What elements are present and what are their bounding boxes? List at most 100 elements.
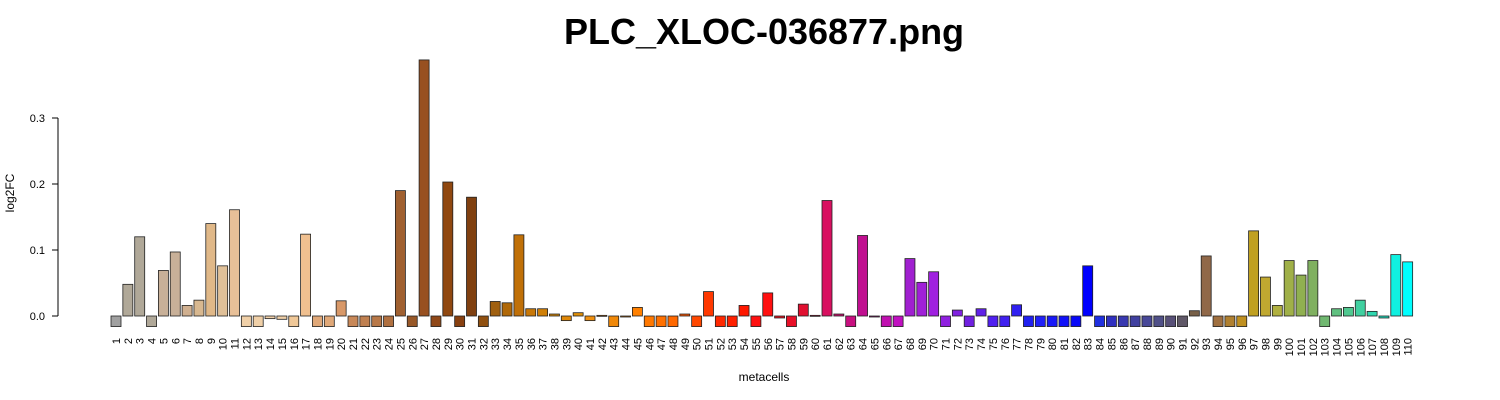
x-tick-label: 11 [230,338,242,349]
x-tick-label: 95 [1225,338,1237,350]
bar-105 [1343,307,1354,317]
x-tick-label: 55 [751,338,763,350]
bar-50 [691,315,703,327]
bar-80 [1046,315,1058,327]
x-tick-label: 110 [1403,338,1415,356]
bar-35 [513,234,525,317]
x-tick-label: 3 [135,338,147,344]
x-tick-label: 60 [810,338,822,350]
x-tick-label: 26 [407,338,419,350]
bar-70 [928,271,940,317]
x-tick-labels: 1 2 3 4 5 6 7 8 9 10 11 12 13 14 15 16 17 18 19 20 21 22 23 24 2… [111,338,1415,356]
x-tick-label: 57 [775,338,787,350]
bar-85 [1106,315,1117,327]
x-tick-label: 2 [123,338,135,344]
x-tick-label: 93 [1201,338,1213,350]
x-tick-label: 12 [241,338,253,350]
x-tick-label: 65 [869,338,881,350]
bar-89 [1153,315,1165,327]
bar-9 [205,223,217,317]
bar-5 [157,270,169,317]
bar-83 [1082,265,1094,317]
x-tick-label: 68 [905,338,917,350]
x-tick-label: 100 [1284,338,1296,356]
bar-36 [525,308,537,317]
bar-53 [726,315,738,327]
x-axis-label: metacells [739,370,790,384]
x-tick-label: 73 [964,338,976,350]
x-tick-label: 19 [324,338,336,350]
bar-60 [809,314,821,317]
x-tick-label: 39 [561,338,573,350]
bar-28 [430,315,442,327]
bar-39 [560,315,572,322]
bar-22 [359,315,371,327]
x-tick-label: 62 [834,338,846,350]
x-tick-label: 80 [1047,338,1059,350]
x-tick-label: 76 [1000,338,1012,350]
x-tick-label: 102 [1308,338,1320,356]
y-tick-label: 0.0 [30,311,45,323]
bar-4 [146,315,157,327]
x-tick-label: 85 [1106,338,1118,350]
bar-92 [1188,310,1200,317]
x-tick-label: 46 [644,338,656,350]
x-tick-label: 17 [301,338,313,350]
x-tick-label: 44 [621,338,633,350]
x-tick-label: 89 [1154,338,1166,350]
bar-3 [134,236,146,317]
x-tick-label: 51 [704,338,716,350]
bar-82 [1070,315,1082,327]
x-tick-label: 101 [1296,338,1308,356]
bar-33 [489,301,501,317]
bar-77 [1011,304,1022,317]
x-tick-label: 48 [668,338,680,350]
bar-8 [193,299,205,317]
x-tick-label: 14 [265,338,277,350]
x-tick-label: 86 [1118,338,1130,350]
bar-16 [288,315,300,327]
x-tick-label: 6 [170,338,182,344]
x-tick-label: 8 [194,338,206,344]
bar-62 [833,313,845,317]
bar-45 [632,307,643,317]
x-tick-label: 21 [348,338,360,350]
x-tick-label: 90 [1166,338,1178,350]
bar-104 [1331,308,1342,317]
bar-63 [845,315,857,327]
bar-47 [655,315,667,327]
bar-10 [217,265,229,317]
bar-20 [335,300,347,317]
x-tick-label: 32 [478,338,490,350]
x-tick-label: 4 [147,338,159,344]
x-tick-label: 40 [573,338,585,350]
x-tick-label: 61 [822,338,834,350]
x-tick-label: 54 [739,338,751,350]
x-tick-label: 50 [692,338,704,350]
x-tick-label: 16 [289,338,301,350]
x-tick-label: 81 [1059,338,1071,350]
x-tick-label: 23 [372,338,384,350]
bar-96 [1236,315,1248,327]
bar-76 [999,315,1011,327]
bar-97 [1248,230,1259,317]
bar-57 [774,315,785,319]
bar-56 [762,292,774,317]
bar-65 [869,315,880,318]
x-tick-label: 79 [1035,338,1047,350]
x-tick-label: 92 [1189,338,1201,350]
y-tick-label: 0.2 [30,179,45,191]
bar-79 [1034,315,1046,327]
bar-73 [963,315,975,327]
bar-87 [1129,315,1141,327]
x-tick-label: 71 [941,338,953,350]
bar-52 [714,315,726,327]
x-tick-label: 87 [1130,338,1142,350]
x-tick-label: 13 [253,338,265,350]
bar-15 [276,315,288,320]
x-tick-label: 10 [218,338,230,350]
bar-48 [667,315,679,327]
bar-94 [1212,315,1224,327]
x-tick-label: 34 [502,338,514,350]
x-tick-label: 15 [277,338,289,350]
